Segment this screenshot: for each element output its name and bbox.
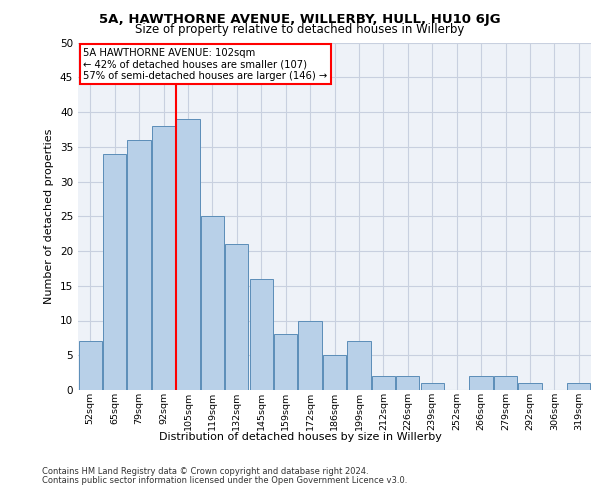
Bar <box>152 126 175 390</box>
Bar <box>421 383 444 390</box>
Text: Contains HM Land Registry data © Crown copyright and database right 2024.: Contains HM Land Registry data © Crown c… <box>42 468 368 476</box>
Text: Contains public sector information licensed under the Open Government Licence v3: Contains public sector information licen… <box>42 476 407 485</box>
Bar <box>567 383 590 390</box>
Bar <box>176 119 200 390</box>
Bar <box>274 334 297 390</box>
Bar <box>396 376 419 390</box>
Bar <box>494 376 517 390</box>
Bar <box>225 244 248 390</box>
Text: Distribution of detached houses by size in Willerby: Distribution of detached houses by size … <box>158 432 442 442</box>
Bar <box>469 376 493 390</box>
Y-axis label: Number of detached properties: Number of detached properties <box>44 128 55 304</box>
Text: Size of property relative to detached houses in Willerby: Size of property relative to detached ho… <box>136 22 464 36</box>
Bar <box>103 154 126 390</box>
Bar <box>250 279 273 390</box>
Bar <box>323 355 346 390</box>
Bar <box>518 383 542 390</box>
Bar <box>127 140 151 390</box>
Text: 5A, HAWTHORNE AVENUE, WILLERBY, HULL, HU10 6JG: 5A, HAWTHORNE AVENUE, WILLERBY, HULL, HU… <box>99 12 501 26</box>
Bar <box>79 342 102 390</box>
Bar <box>347 342 371 390</box>
Bar <box>372 376 395 390</box>
Bar <box>298 320 322 390</box>
Text: 5A HAWTHORNE AVENUE: 102sqm
← 42% of detached houses are smaller (107)
57% of se: 5A HAWTHORNE AVENUE: 102sqm ← 42% of det… <box>83 48 328 81</box>
Bar <box>201 216 224 390</box>
